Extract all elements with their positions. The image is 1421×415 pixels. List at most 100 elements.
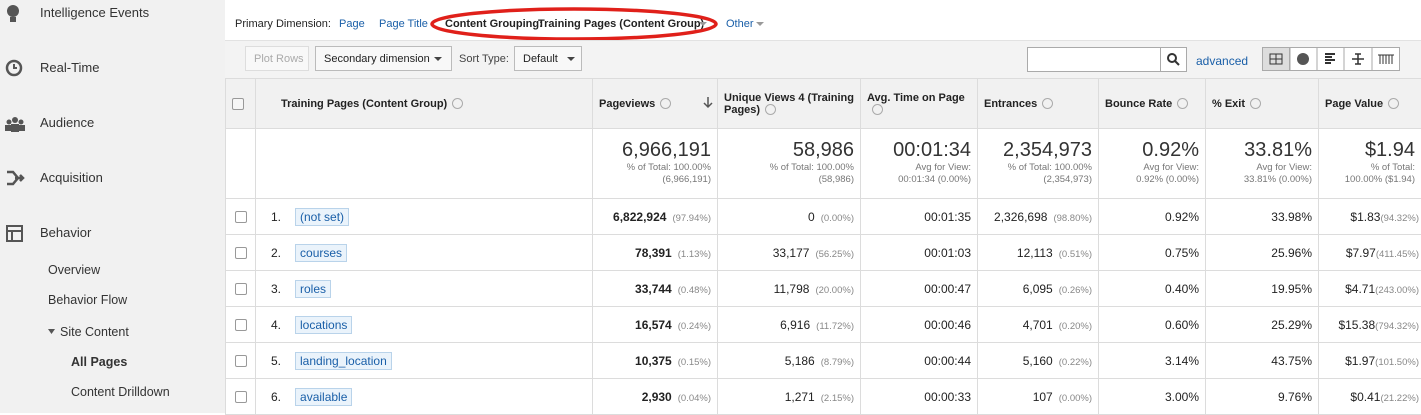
row-cell: 1,271(2.15%) (718, 379, 861, 415)
total-detail: 00:01:34 (0.00%) (867, 174, 971, 186)
row-cell: $0.41(21.22%) (1319, 379, 1421, 415)
total-value: 2,354,973 (984, 139, 1092, 162)
row-cell: 19.95% (1206, 271, 1319, 307)
dimension-link[interactable]: roles (295, 280, 331, 298)
row-index: 1. (271, 210, 281, 224)
nav-item[interactable]: Intelligence Events (40, 5, 149, 20)
metric-value: 33.98% (1271, 210, 1312, 224)
nav-item[interactable]: Content Drilldown (71, 385, 170, 399)
row-cell: 25.29% (1206, 307, 1319, 343)
metric-percent: (94.32%) (1380, 213, 1419, 224)
search-icon[interactable] (1160, 47, 1186, 72)
secondary-dimension-button[interactable]: Secondary dimension (315, 46, 452, 71)
header-cell: Entrances (978, 79, 1099, 129)
metric-percent: (21.22%) (1380, 393, 1419, 404)
dimension-link[interactable]: courses (295, 244, 347, 262)
row-cell: 33,744(0.48%) (593, 271, 718, 307)
metric-value: 4,701 (1023, 318, 1053, 332)
nav-item[interactable]: Acquisition (40, 170, 103, 185)
totals-cell (226, 129, 256, 199)
metric-value: 9.76% (1278, 390, 1312, 404)
dimension-link[interactable]: landing_location (295, 352, 392, 370)
row-cell: 0.75% (1099, 235, 1206, 271)
row-cell: 4,701(0.20%) (978, 307, 1099, 343)
row-cell: 11,798(20.00%) (718, 271, 861, 307)
totals-cell (256, 129, 593, 199)
sort-arrow (703, 97, 713, 109)
column-title[interactable]: Avg. Time on Page (867, 92, 965, 104)
checkbox[interactable] (235, 355, 247, 367)
metric-value: 5,186 (785, 354, 815, 368)
sidebar: Intelligence Events Real-Time Audience Acqu… (0, 0, 225, 413)
column-title[interactable]: % Exit (1212, 98, 1245, 110)
toolbar: Plot Rows Secondary dimension Sort Type:… (225, 40, 1421, 79)
total-note: Avg for View: (1212, 162, 1312, 174)
metric-percent: (0.22%) (1059, 357, 1092, 368)
total-detail: (58,986) (724, 174, 854, 186)
metric-value: 00:00:46 (924, 318, 971, 332)
row-cell (226, 343, 256, 379)
checkbox[interactable] (235, 247, 247, 259)
totals-cell: $1.94% of Total:100.00% ($1.94) (1319, 129, 1421, 199)
metric-value: $1.97 (1345, 354, 1375, 368)
total-value: 58,986 (724, 139, 854, 162)
column-title[interactable]: Unique Views 4 (Training Pages) (724, 92, 854, 116)
nav-item[interactable]: All Pages (71, 355, 127, 369)
metric-percent: (1.13%) (678, 249, 711, 260)
nav-item[interactable]: Behavior Flow (48, 293, 127, 307)
row-index: 5. (271, 354, 281, 368)
row-cell: 3.00% (1099, 379, 1206, 415)
help-icon (1177, 98, 1188, 109)
nav-item[interactable]: Audience (40, 115, 94, 130)
metric-percent: (0.26%) (1059, 285, 1092, 296)
nav-item[interactable]: Overview (48, 263, 100, 277)
column-title[interactable]: Bounce Rate (1105, 98, 1172, 110)
annotation (225, 0, 785, 40)
column-title[interactable]: Entrances (984, 98, 1037, 110)
dimension-link[interactable]: available (295, 388, 352, 406)
nav-item[interactable]: Behavior (40, 225, 91, 240)
checkbox[interactable] (235, 391, 247, 403)
nav-item[interactable]: Site Content (60, 325, 129, 339)
row-cell (226, 307, 256, 343)
total-value: 33.81% (1212, 139, 1312, 162)
checkbox[interactable] (235, 283, 247, 295)
total-value: 0.92% (1105, 139, 1199, 162)
checkbox[interactable] (235, 319, 247, 331)
column-title[interactable]: Training Pages (Content Group) (281, 98, 447, 110)
view-switcher[interactable] (1262, 47, 1400, 71)
help-icon (660, 98, 671, 109)
row-cell: 25.96% (1206, 235, 1319, 271)
metric-value: 33,177 (773, 246, 810, 260)
metric-value: 3.14% (1165, 354, 1199, 368)
metric-value: 11,798 (774, 282, 810, 296)
total-note: Avg for View: (867, 162, 971, 174)
checkbox[interactable] (235, 211, 247, 223)
row-cell: 2,326,698(98.80%) (978, 199, 1099, 235)
row-cell: 0.40% (1099, 271, 1206, 307)
dimension-link[interactable]: (not set) (295, 208, 349, 226)
metric-value: 6,916 (780, 318, 810, 332)
column-title[interactable]: Page Value (1325, 98, 1383, 110)
row-cell: 6.available (256, 379, 593, 415)
behavior-icon (5, 224, 25, 244)
column-title[interactable]: Pageviews (599, 98, 655, 110)
metric-percent: (0.15%) (678, 357, 711, 368)
metric-value: 00:00:47 (924, 282, 971, 296)
metric-value: 2,326,698 (994, 210, 1047, 224)
metric-value: 16,574 (635, 318, 672, 332)
row-index: 4. (271, 318, 281, 332)
metric-percent: (0.00%) (821, 213, 854, 224)
nav-item[interactable]: Real-Time (40, 60, 99, 75)
row-cell: $1.97(101.50%) (1319, 343, 1421, 379)
plot-rows-button[interactable]: Plot Rows (245, 46, 309, 71)
advanced-link[interactable]: advanced (1196, 54, 1248, 68)
metric-value: 19.95% (1271, 282, 1312, 296)
total-note: % of Total: (1325, 162, 1415, 174)
checkbox[interactable] (232, 98, 244, 110)
bulb-icon (5, 4, 25, 24)
row-cell: 2,930(0.04%) (593, 379, 718, 415)
dimension-link[interactable]: locations (295, 316, 352, 334)
